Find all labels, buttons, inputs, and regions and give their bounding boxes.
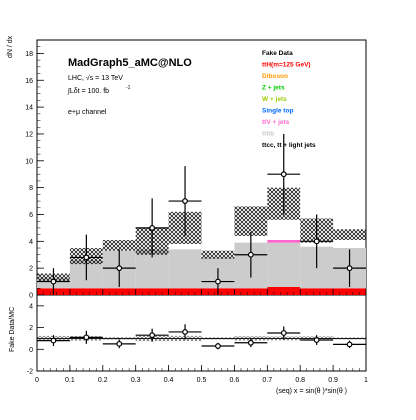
x-tick-label: 0.3 <box>131 377 141 384</box>
channel-label: e+μ channel <box>68 109 107 116</box>
legend: Fake Data ttH(m=125 GeV) Diboson Z + jets W … <box>262 50 316 149</box>
ratio-point <box>247 339 254 346</box>
y-tick-label-bottom: 4 <box>29 303 33 310</box>
data-point <box>215 278 221 285</box>
tth-bar <box>69 288 103 295</box>
ratio-point <box>116 340 123 347</box>
ratio-point <box>182 329 188 335</box>
ratio-point <box>83 334 90 341</box>
y-tick-label-top: 12 <box>25 131 33 138</box>
legend-entry: W + jets <box>262 96 287 103</box>
x-tick-label: 1 <box>364 377 368 384</box>
energy-label: LHC, √s = 13 TeV <box>68 74 123 82</box>
x-tick-label: 0.6 <box>230 377 240 384</box>
ratio-point <box>149 332 156 339</box>
legend-entry: Z + jets <box>262 85 285 92</box>
x-axis-title: (seq) x = sin(θ )*sin(θ ) <box>276 388 347 395</box>
data-point <box>313 238 320 245</box>
data-layer <box>37 133 366 350</box>
legend-entry: Single top <box>262 108 293 115</box>
tth-bar <box>168 288 202 295</box>
ratio-point <box>280 330 287 336</box>
generator-label: MadGraph5_aMC@NLO <box>68 57 192 69</box>
data-point <box>149 224 156 231</box>
y-axis-title-top: dN / dx <box>7 35 14 58</box>
mc-uncertainty-band <box>201 250 235 259</box>
ratio-plot-frame <box>36 294 367 372</box>
legend-entry: ttH(m=125 GeV) <box>262 62 311 69</box>
tth-bar <box>267 286 301 295</box>
legend-entry: ttcc, tt + light jets <box>262 142 316 149</box>
axis-layer: 0 0.1 0.2 0.3 0.4 0.5 0.6 0.7 0.8 0.9 102468101214… <box>25 39 368 384</box>
y-tick-label-top: 16 <box>25 78 33 85</box>
ratio-point <box>313 337 320 343</box>
ratio-point <box>346 341 353 348</box>
x-tick-label: 0.1 <box>65 377 75 384</box>
tth-bar <box>300 288 334 295</box>
lumi-exponent: -1 <box>126 85 131 91</box>
x-tick-label: 0 <box>35 377 39 384</box>
y-tick-label-top: 4 <box>29 239 33 246</box>
mc-uncertainty-band <box>234 206 268 236</box>
x-tick-label: 0.7 <box>262 377 272 384</box>
legend-entry: Fake Data <box>262 50 293 57</box>
y-tick-label-top: 18 <box>25 51 33 58</box>
x-tick-label: 0.9 <box>328 377 338 384</box>
tth-bar <box>333 288 366 295</box>
data-point <box>346 265 353 272</box>
tth-bar <box>135 288 169 295</box>
ratio-point <box>215 343 221 349</box>
legend-entry: ttV + jets <box>262 119 290 126</box>
data-point <box>182 198 188 204</box>
x-tick-label: 0.2 <box>98 377 108 384</box>
y-axis-title-bottom: Fake Data/MC <box>9 307 16 352</box>
data-point <box>50 278 57 285</box>
light-jets-bar <box>168 249 202 289</box>
y-tick-label-top: 2 <box>29 266 33 273</box>
legend-entry: Diboson <box>262 73 288 80</box>
lumi-label: ∫Lδt = 100. fb <box>67 88 109 95</box>
data-point <box>116 265 123 272</box>
y-tick-label-top: 10 <box>25 158 33 165</box>
data-point <box>280 171 287 178</box>
x-tick-label: 0.4 <box>164 377 174 384</box>
y-tick-label-top: 8 <box>29 185 33 192</box>
ratio-point <box>50 337 57 344</box>
mc-uncertainty-band <box>333 229 366 240</box>
x-tick-label: 0.8 <box>295 377 305 384</box>
tth-bar <box>102 288 136 295</box>
y-tick-label-top: 0 <box>29 293 33 300</box>
y-tick-label-bottom: -2 <box>27 369 33 376</box>
x-tick-label: 0.5 <box>197 377 207 384</box>
tth-bar <box>234 288 268 295</box>
ttv-bar <box>267 239 301 243</box>
data-point <box>247 251 254 258</box>
legend-entry: ttbb <box>262 131 274 138</box>
y-tick-label-bottom: 2 <box>29 325 33 332</box>
light-jets-bar <box>267 242 301 287</box>
y-tick-label-top: 14 <box>25 105 33 112</box>
y-tick-label-bottom: 0 <box>29 347 33 354</box>
y-tick-label-top: 6 <box>29 212 33 219</box>
mc-uncertainty-band <box>102 239 136 251</box>
data-point <box>83 254 90 261</box>
